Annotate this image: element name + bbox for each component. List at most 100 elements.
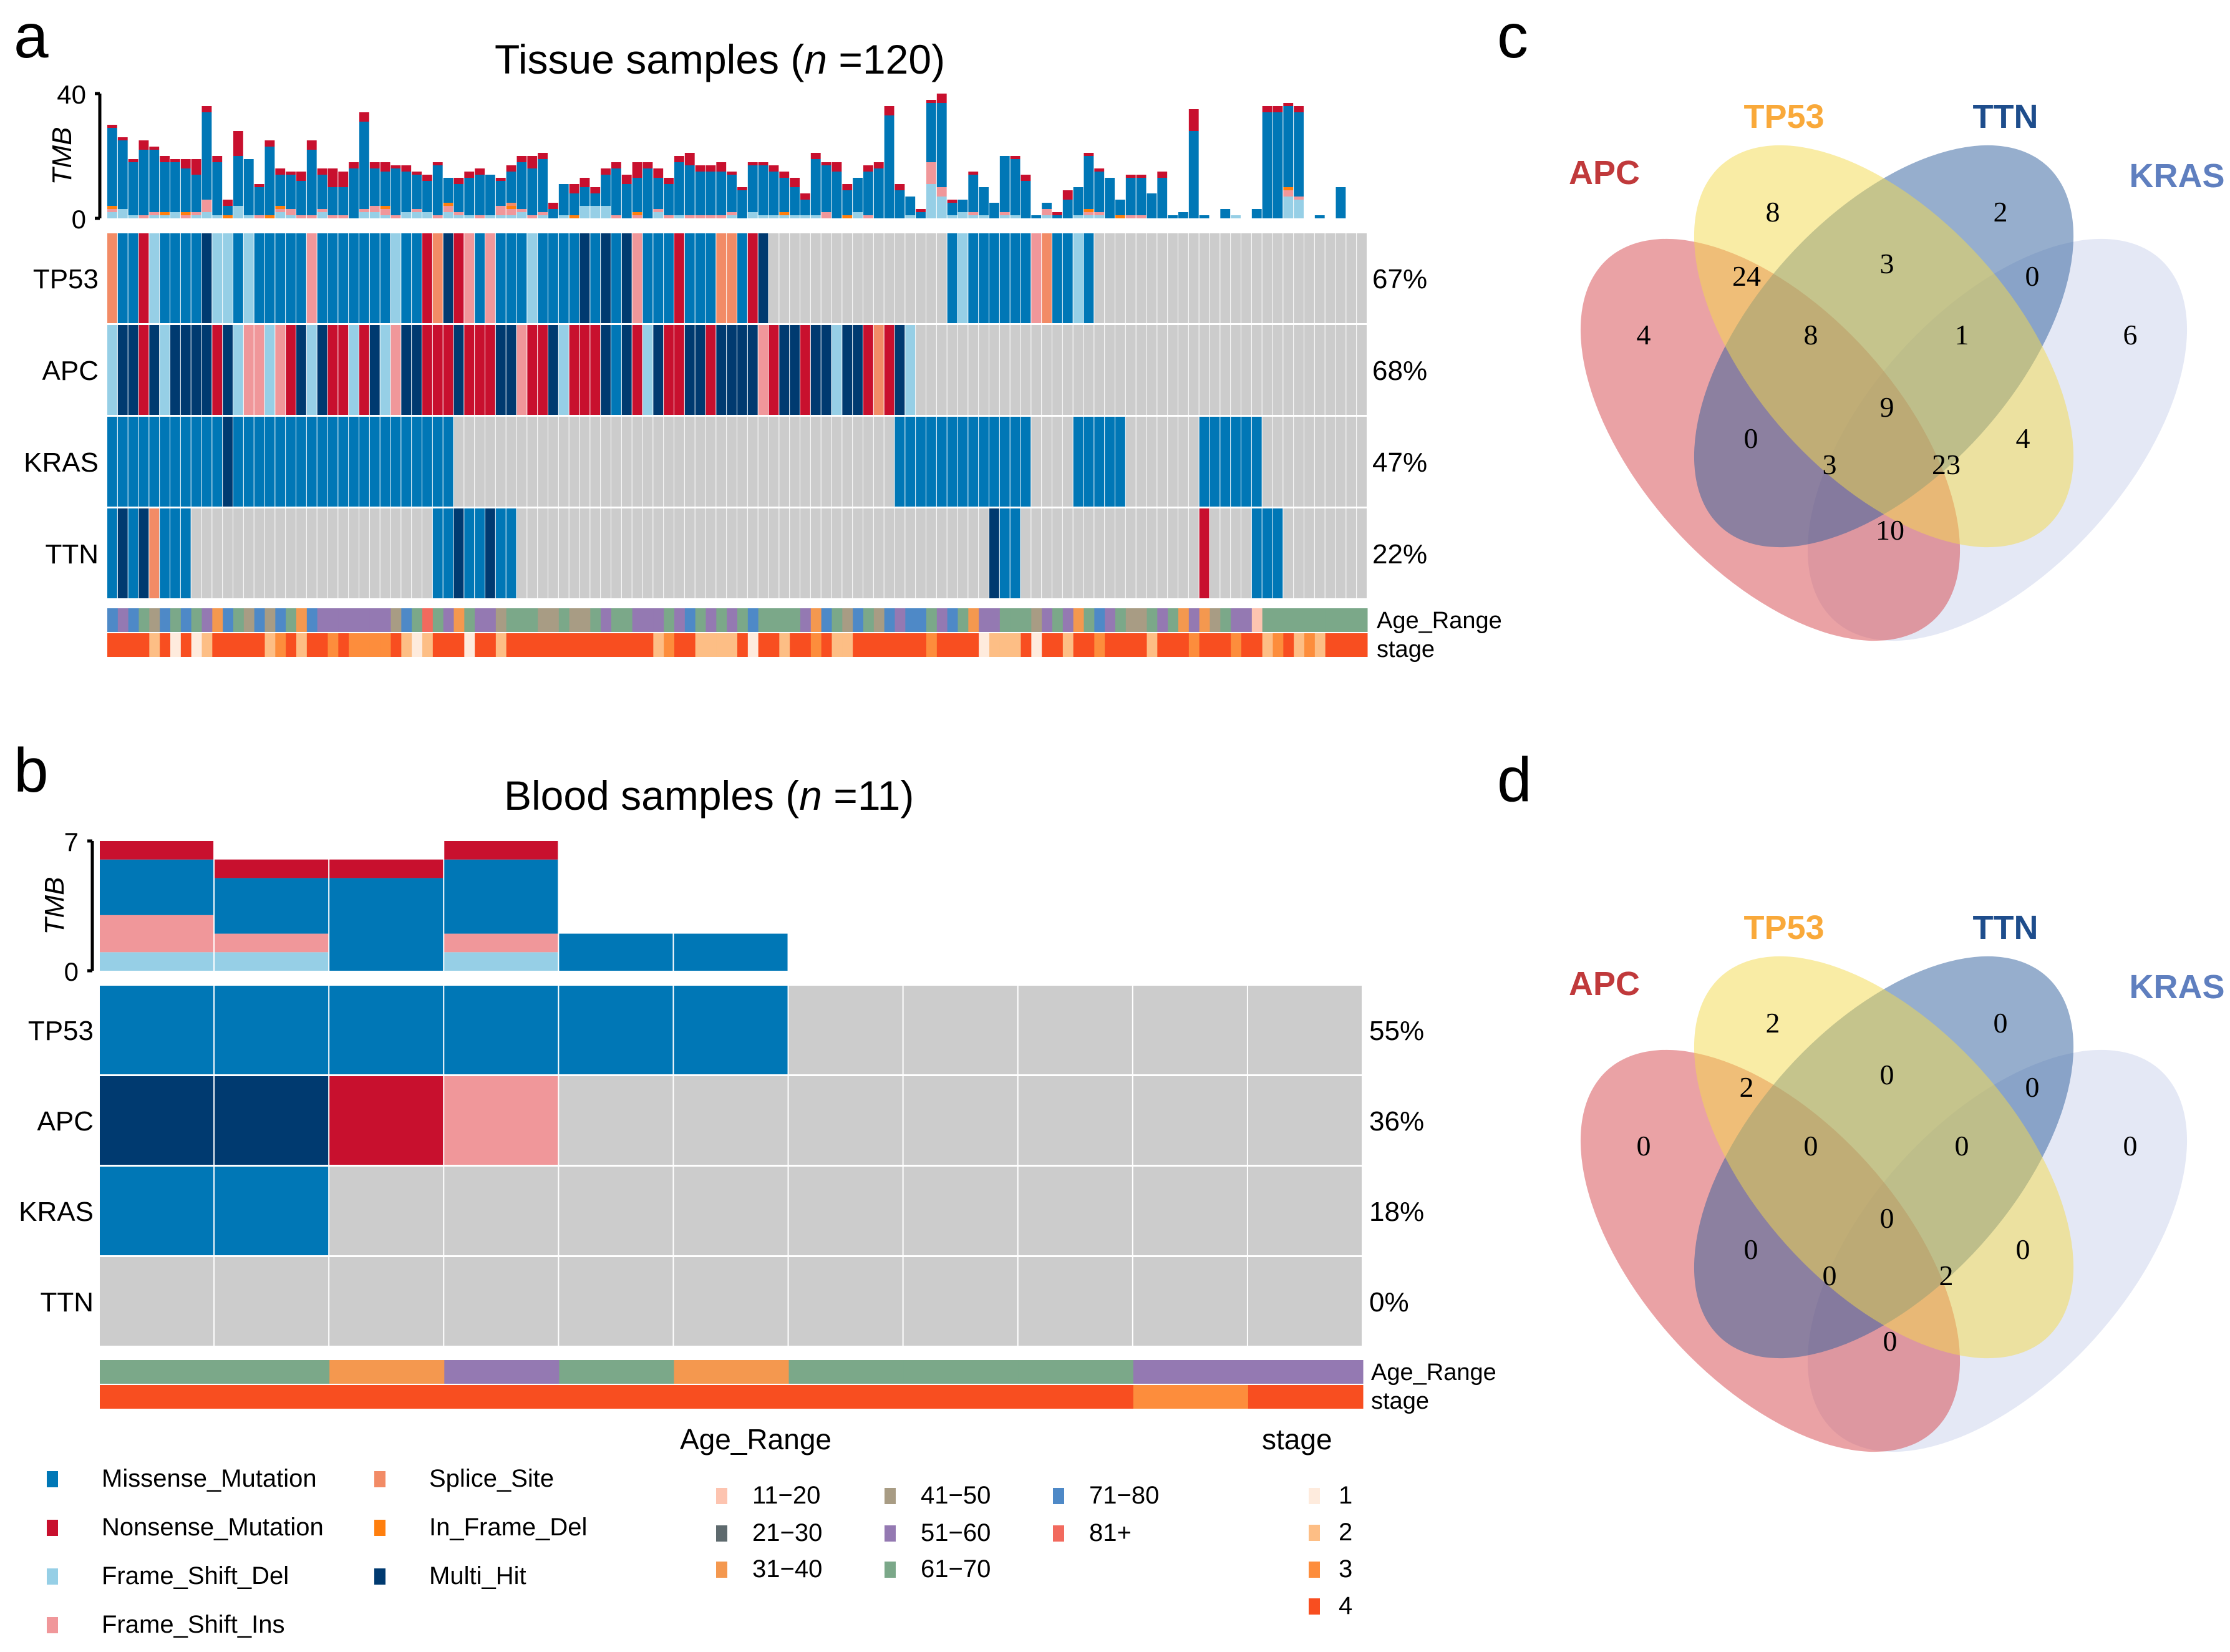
tmb-bar-segment xyxy=(1283,190,1294,197)
age-track-cell xyxy=(674,1360,790,1384)
gene-percent: 36% xyxy=(1369,1106,1424,1137)
stage-track-cell xyxy=(863,633,875,657)
oncoprint-cell xyxy=(390,508,401,598)
tmb-bar-segment xyxy=(1314,215,1325,218)
age-track-cell xyxy=(453,608,465,632)
tmb-bar-segment xyxy=(317,209,327,212)
age-track-cell xyxy=(1020,608,1032,632)
oncoprint-cell xyxy=(653,325,664,415)
stage-track-cell xyxy=(1073,633,1084,657)
oncoprint-cell xyxy=(329,1257,444,1346)
oncoprint-cell xyxy=(695,325,705,415)
oncoprint-cell xyxy=(810,233,821,323)
oncoprint-cell xyxy=(1178,508,1188,598)
age-track-cell xyxy=(989,608,1001,632)
legend-item-stage-4: 4 xyxy=(1309,1592,1352,1620)
tmb-bar-segment xyxy=(1136,175,1147,178)
age-track-cell xyxy=(903,1360,1019,1384)
venn-label-kras: KRAS xyxy=(2129,968,2224,1006)
oncoprint-cell xyxy=(349,233,359,323)
oncoprint-cell xyxy=(989,325,999,415)
oncoprint-cell xyxy=(1115,325,1125,415)
oncoprint-cell xyxy=(107,417,117,507)
oncoprint-cell xyxy=(831,233,842,323)
tmb-bar-segment xyxy=(758,215,768,218)
oncoprint-cell xyxy=(275,233,286,323)
age-track-cell xyxy=(853,608,864,632)
age-track-cell xyxy=(160,608,171,632)
oncoprint-cell xyxy=(1346,233,1357,323)
oncoprint-cell xyxy=(905,508,916,598)
oncoprint-cell xyxy=(548,233,558,323)
legend-item-age-81+: 81+ xyxy=(1053,1519,1132,1547)
oncoprint-cell xyxy=(1062,508,1073,598)
tmb-bar-segment xyxy=(1083,215,1094,218)
tmb-bar-segment xyxy=(275,212,286,218)
panel-letter-d: d xyxy=(1497,745,1532,815)
oncoprint-cell xyxy=(674,1257,788,1346)
oncoprint-cell xyxy=(821,508,831,598)
gene-label: TP53 xyxy=(33,264,99,294)
tmb-bar-segment xyxy=(264,147,275,215)
oncoprint-cell xyxy=(884,233,894,323)
oncoprint-cell xyxy=(747,508,758,598)
oncoprint-cell xyxy=(264,325,275,415)
tmb-bar-segment xyxy=(695,215,705,218)
tmb-bar-segment xyxy=(506,209,516,215)
stage-track-cell xyxy=(579,633,591,657)
tmb-bar-segment xyxy=(516,156,527,162)
tmb-bar-segment xyxy=(1105,178,1115,218)
tmb-bar-segment xyxy=(432,215,443,218)
legend-item-age-61−70: 61−70 xyxy=(885,1555,991,1583)
legend-item-frame-shift-del: Frame_Shift_Del xyxy=(47,1562,289,1590)
oncoprint-cell xyxy=(863,325,873,415)
stage-track-cell xyxy=(905,633,916,657)
tmb-bar-segment xyxy=(979,187,989,215)
tmb-bar-segment xyxy=(380,215,390,218)
tmb-bar-segment xyxy=(1073,187,1083,215)
oncoprint-cell xyxy=(1248,1257,1362,1346)
tmb-bar-segment xyxy=(306,150,317,215)
stage-track-cell xyxy=(412,633,423,657)
venn-region-count: 24 xyxy=(1732,260,1761,292)
oncoprint-cell xyxy=(664,417,674,507)
tmb-bar-segment xyxy=(527,215,538,218)
oncoprint-cell xyxy=(1083,508,1094,598)
oncoprint-cell xyxy=(821,233,831,323)
oncoprint-cell xyxy=(894,233,905,323)
gene-label: APC xyxy=(42,356,99,386)
oncoprint-cell xyxy=(842,233,853,323)
legend-item-age-71−80: 71−80 xyxy=(1053,1482,1159,1510)
tmb-bar-segment xyxy=(422,212,432,218)
oncoprint-cell xyxy=(1105,417,1115,507)
oncoprint-cell xyxy=(380,233,390,323)
tmb-bar-segment xyxy=(1115,200,1125,215)
oncoprint-cell xyxy=(412,417,422,507)
oncoprint-cell xyxy=(243,233,254,323)
tmb-bar-segment xyxy=(863,165,873,172)
tmb-bar-segment xyxy=(873,162,884,168)
tmb-bar-segment xyxy=(905,197,916,215)
oncoprint-cell xyxy=(999,325,1010,415)
tmb-bar-segment xyxy=(936,187,947,197)
tmb-bar-segment xyxy=(443,212,453,218)
tmb-bar-segment xyxy=(1251,209,1262,218)
legend-label: Nonsense_Mutation xyxy=(102,1514,324,1541)
age-track-cell xyxy=(1336,608,1347,632)
oncoprint-cell xyxy=(453,508,464,598)
age-track-cell xyxy=(117,608,129,632)
oncoprint-cell xyxy=(180,417,191,507)
oncoprint-cell xyxy=(788,986,903,1074)
age-track-cell xyxy=(653,608,664,632)
oncoprint-cell xyxy=(1357,417,1367,507)
venn-region-count: 0 xyxy=(1880,1059,1894,1091)
oncoprint-cell xyxy=(1157,325,1168,415)
tmb-bar-segment xyxy=(495,206,506,215)
oncoprint-cell xyxy=(1346,417,1357,507)
oncoprint-cell xyxy=(863,417,873,507)
stage-track-cell xyxy=(516,633,528,657)
oncoprint-cell xyxy=(160,233,170,323)
tmb-bar-segment xyxy=(317,168,327,175)
stage-track-cell xyxy=(1115,633,1127,657)
tmb-bar-segment xyxy=(243,159,254,215)
